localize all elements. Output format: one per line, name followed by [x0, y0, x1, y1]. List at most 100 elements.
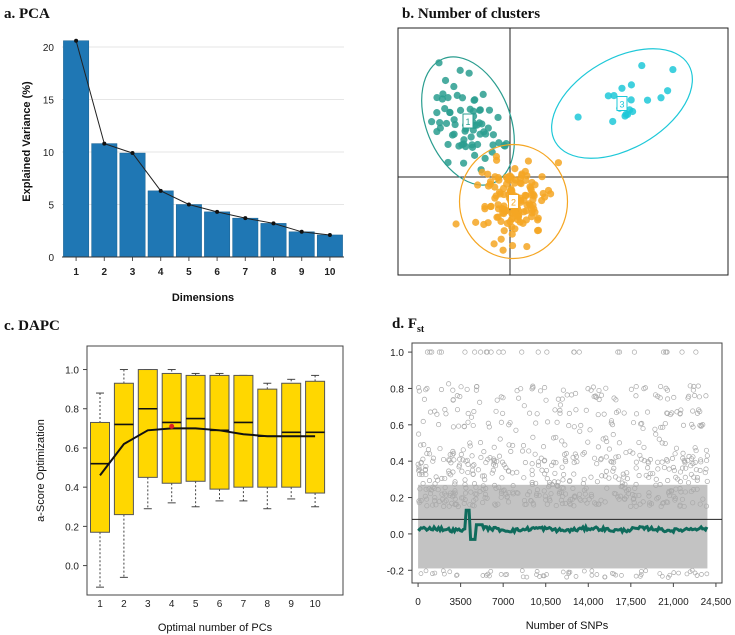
cluster-point: [441, 104, 449, 113]
cluster-point: [627, 81, 636, 89]
fst-point: [672, 495, 678, 501]
pca-x-tick-label: 10: [324, 267, 336, 278]
fst-point: [554, 419, 560, 425]
fst-point: [603, 385, 609, 391]
cluster-point: [618, 84, 626, 92]
cluster-point: [491, 173, 499, 181]
cluster-point: [468, 143, 477, 151]
fst-point: [477, 488, 483, 494]
fst-point: [519, 568, 525, 573]
fst-point: [576, 491, 583, 497]
pca-trend-line: [75, 40, 330, 236]
fst-point: [599, 473, 605, 479]
fst-point: [591, 500, 598, 506]
fst-point: [441, 571, 447, 577]
fst-point: [692, 445, 698, 451]
fst-point: [421, 442, 427, 448]
cluster-point: [497, 235, 505, 243]
fst-point: [424, 496, 430, 502]
fst-point: [683, 465, 689, 471]
fst-point: [494, 397, 500, 403]
fst-point: [529, 482, 535, 488]
pca-y-tick-label: 10: [43, 148, 55, 159]
fst-point: [438, 386, 445, 393]
fst-point: [675, 476, 681, 482]
fst-point: [602, 499, 608, 505]
fst-point: [659, 440, 665, 446]
pca-x-axis-title: Dimensions: [172, 292, 234, 304]
pca-point: [299, 229, 304, 234]
fst-point: [491, 444, 497, 450]
fst-point: [633, 459, 639, 465]
dapc-x-tick-label: 4: [169, 599, 175, 610]
fst-point: [697, 408, 703, 415]
fst-point: [696, 407, 702, 413]
fst-point: [690, 408, 696, 414]
fst-point: [439, 491, 445, 497]
fst-point: [621, 474, 627, 480]
fst-point: [529, 461, 535, 467]
fst-point: [650, 471, 656, 477]
fst-point: [423, 486, 429, 492]
fst-point: [659, 573, 665, 579]
fst-point: [655, 466, 661, 472]
fst-point: [496, 349, 502, 355]
fst-point: [589, 568, 595, 574]
fst-point: [450, 448, 456, 454]
fst-point: [573, 407, 579, 413]
fst-point: [633, 481, 639, 488]
cluster-label: 1: [465, 117, 470, 127]
fst-point: [700, 496, 706, 502]
fst-point: [595, 444, 601, 450]
fst-point: [604, 485, 610, 491]
fst-point: [685, 480, 692, 486]
fst-point: [513, 427, 519, 433]
fst-point: [416, 388, 422, 394]
fst-point: [454, 573, 459, 578]
fst-point: [697, 422, 703, 428]
fst-point: [557, 402, 563, 408]
fst-point: [424, 503, 430, 509]
fst-point: [489, 470, 495, 476]
cluster-point: [511, 165, 519, 173]
fst-point: [456, 462, 463, 468]
fst-point: [694, 486, 700, 492]
pca-x-tick-label: 9: [299, 267, 305, 278]
fst-point: [472, 349, 478, 355]
fst-point: [653, 476, 659, 482]
fst-point: [561, 485, 567, 491]
fst-point: [672, 451, 678, 457]
fst-point: [562, 451, 568, 458]
fst-point: [661, 500, 667, 506]
dapc-x-tick-label: 3: [145, 599, 151, 610]
fst-point: [574, 459, 580, 465]
fst-point: [499, 475, 505, 481]
cluster-point: [521, 191, 529, 199]
dapc-x-tick-label: 7: [241, 599, 247, 610]
fst-point: [657, 571, 663, 576]
fst-point: [519, 349, 525, 355]
fst-point: [645, 465, 651, 471]
fst-point: [697, 457, 704, 463]
fst-point: [543, 397, 549, 403]
fst-point: [461, 500, 467, 506]
fst-point: [553, 434, 559, 441]
fst-point: [546, 484, 552, 490]
pca-point: [130, 151, 135, 156]
fst-point: [561, 472, 567, 478]
fst-point: [659, 459, 665, 465]
dapc-y-tick-label: 0.4: [65, 483, 79, 494]
fst-point: [560, 387, 566, 393]
fst-point: [623, 450, 629, 456]
fst-y-tick-label: -0.2: [387, 566, 405, 577]
dapc-box: [113, 382, 134, 516]
fst-point: [598, 497, 604, 503]
fst-point: [485, 420, 491, 426]
fst-point: [603, 468, 609, 474]
fst-point: [481, 473, 487, 479]
pca-point: [243, 216, 248, 221]
cluster-point: [471, 151, 479, 159]
fst-point: [419, 471, 425, 478]
pca-bar: [63, 40, 90, 258]
fst-point: [456, 423, 462, 429]
